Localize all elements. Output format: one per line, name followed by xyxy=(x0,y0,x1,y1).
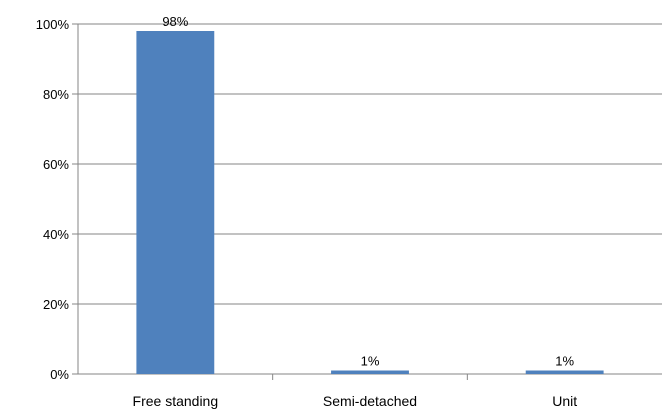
data-label: 1% xyxy=(555,354,574,369)
bar xyxy=(525,370,604,374)
data-label: 98% xyxy=(162,14,188,29)
y-tick-label: 40% xyxy=(43,227,69,242)
x-category-label: Free standing xyxy=(133,393,219,409)
bar xyxy=(136,31,215,374)
bar xyxy=(331,370,409,374)
bars xyxy=(136,31,604,374)
y-tick-label: 20% xyxy=(43,297,69,312)
labels: 0% 20% 40% 60% 80% 100% 98% Free standing 1% Semi… xyxy=(36,14,577,409)
data-label: 1% xyxy=(361,354,380,369)
y-tick-label: 0% xyxy=(50,367,69,382)
x-category-label: Semi-detached xyxy=(323,393,417,409)
y-tick-label: 100% xyxy=(36,17,70,32)
y-tick-label: 80% xyxy=(43,87,69,102)
x-category-label: Unit xyxy=(552,393,577,409)
y-tick-label: 60% xyxy=(43,157,69,172)
